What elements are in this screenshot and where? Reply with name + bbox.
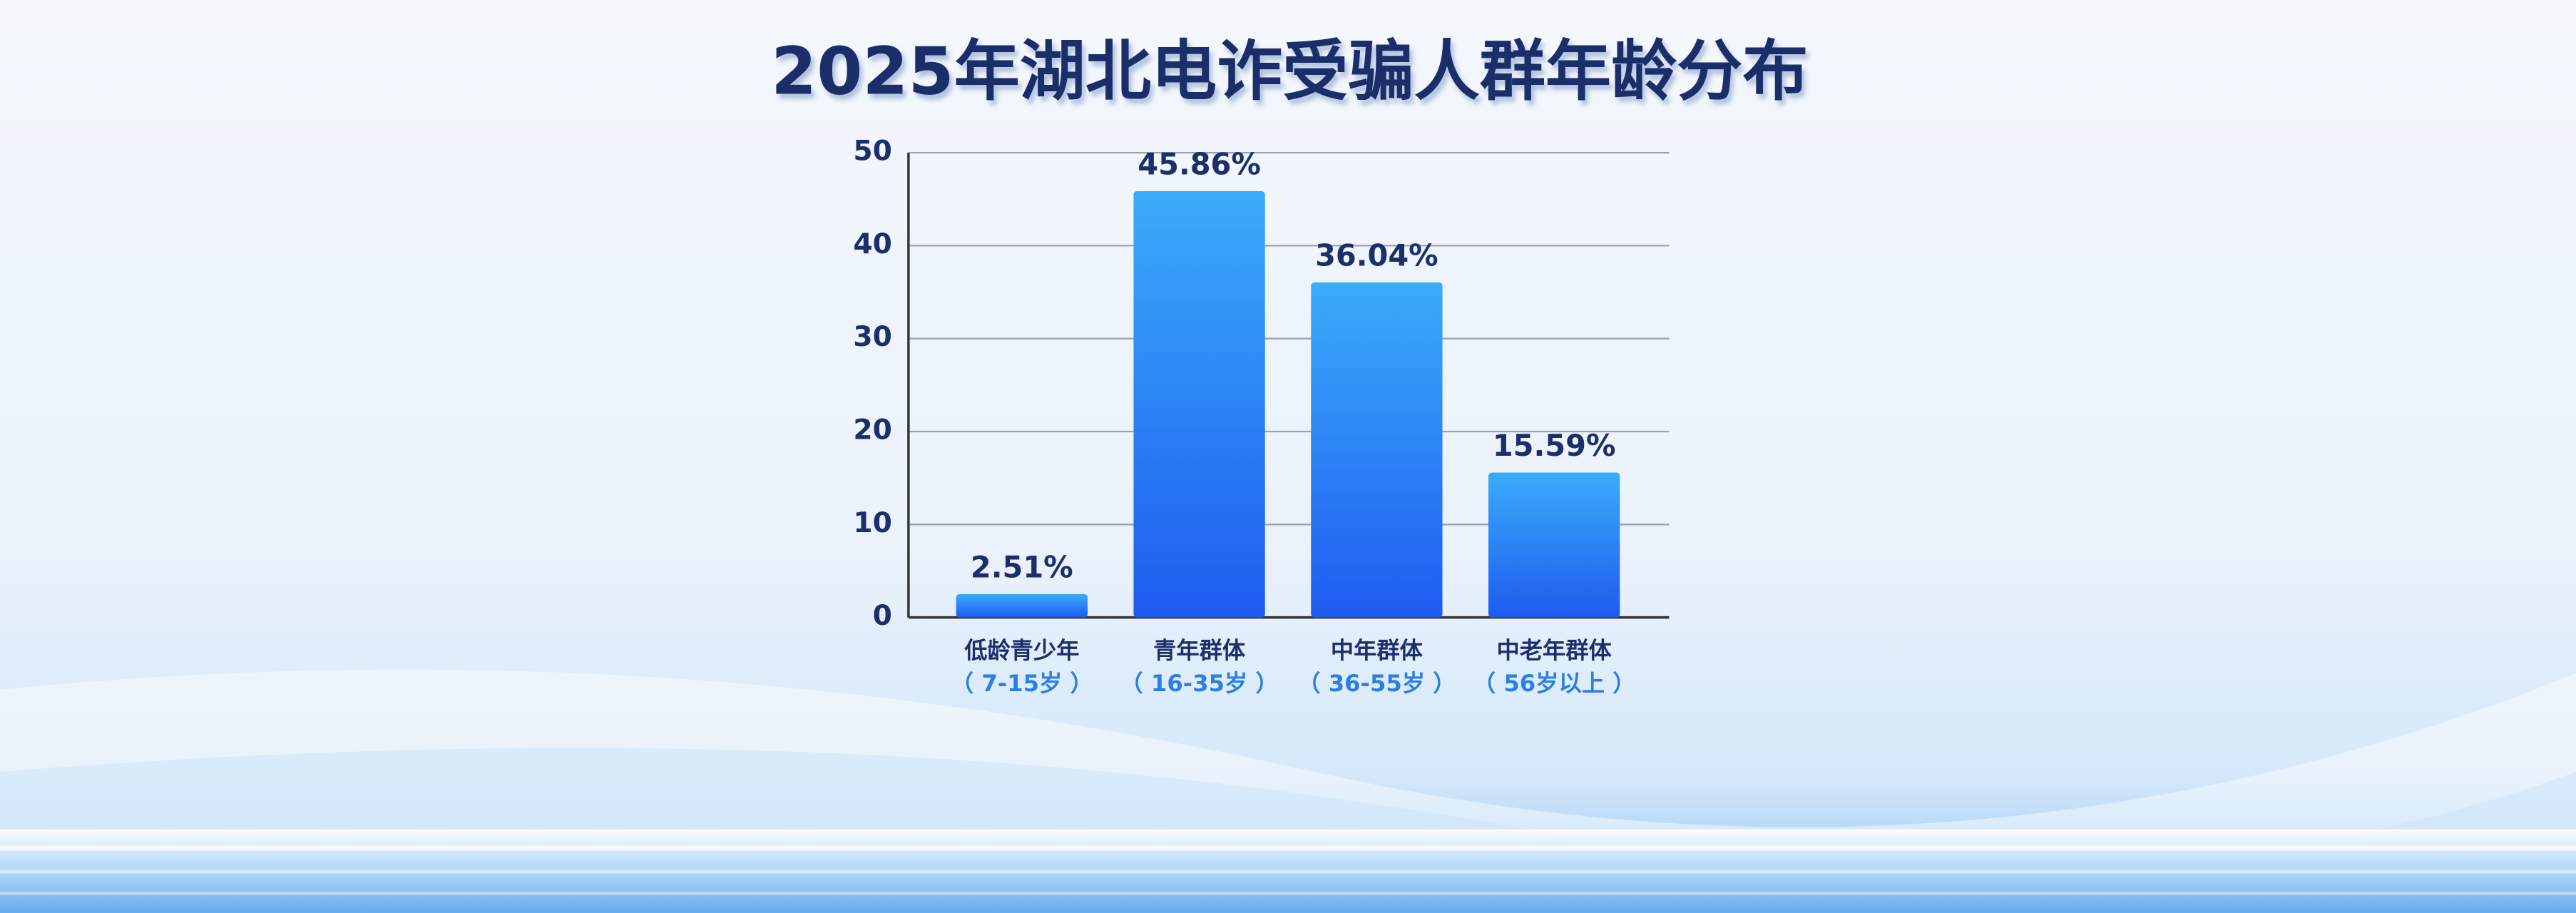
stripe — [0, 870, 2576, 874]
x-tick-range: （ 36-55岁 ） — [1297, 670, 1456, 697]
bar — [956, 593, 1088, 618]
x-tick-label: 中老年群体 — [1497, 637, 1612, 664]
value-label: 36.04% — [1315, 238, 1438, 272]
bar — [1311, 282, 1443, 618]
x-tick-range: （ 56岁以上 ） — [1473, 670, 1636, 697]
stripe — [0, 845, 2576, 851]
y-tick-label: 50 — [853, 136, 891, 168]
y-tick-label: 10 — [853, 507, 891, 539]
x-tick-label: 中年群体 — [1331, 637, 1424, 664]
bar — [1488, 472, 1620, 618]
x-tick-label: 青年群体 — [1153, 637, 1246, 664]
chart-title: 2025年湖北电诈受骗人群年龄分布 — [771, 33, 1808, 109]
x-tick-label: 低龄青少年 — [964, 637, 1079, 664]
y-tick-label: 0 — [873, 600, 892, 632]
y-tick-label: 30 — [853, 321, 891, 353]
x-tick-range: （ 16-35岁 ） — [1120, 670, 1278, 697]
value-label: 2.51% — [971, 550, 1073, 584]
value-label: 15.59% — [1493, 429, 1616, 463]
x-tick-range: （ 7-15岁 ） — [951, 670, 1093, 697]
y-tick-label: 20 — [853, 414, 891, 447]
value-label: 45.86% — [1138, 148, 1261, 182]
bar — [1133, 191, 1265, 618]
y-tick-label: 40 — [853, 228, 891, 260]
stripe — [0, 892, 2576, 895]
